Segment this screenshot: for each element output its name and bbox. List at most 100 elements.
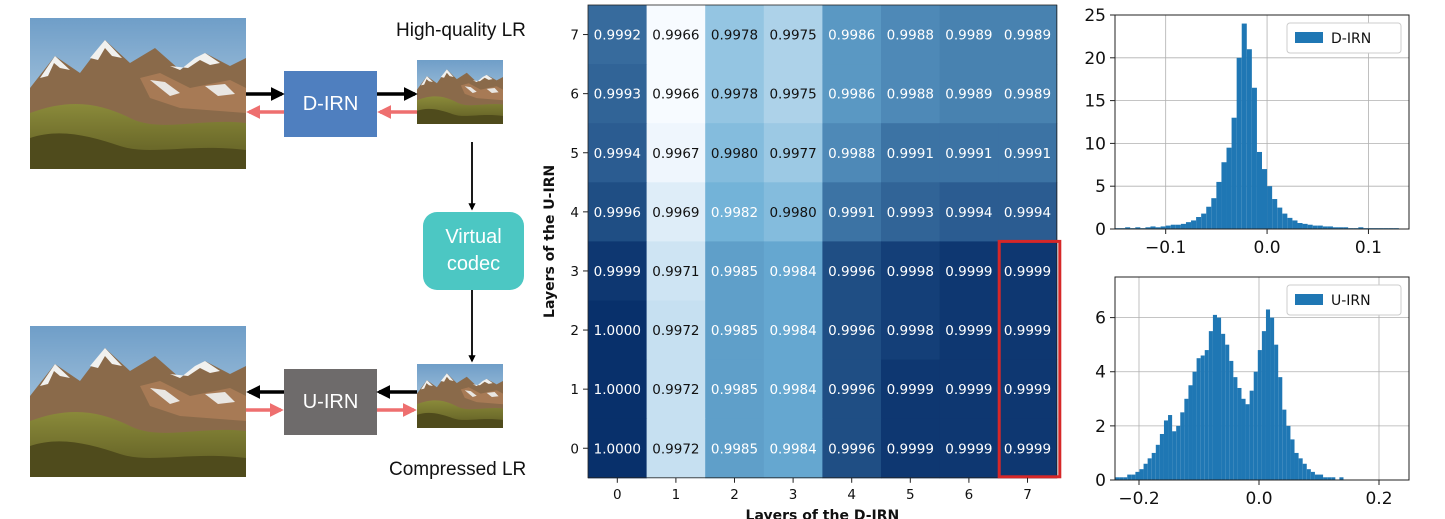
u-irn-hist-bar — [1237, 387, 1242, 480]
heatmap-cell — [588, 418, 648, 479]
heatmap-cell — [939, 418, 999, 479]
u-irn-hist-bar — [1135, 471, 1140, 480]
heatmap-cell — [822, 182, 882, 242]
heatmap-cell — [939, 359, 999, 420]
d-irn-hist-bar — [1236, 57, 1242, 229]
u-irn-hist-legend — [1286, 284, 1402, 316]
heatmap-cell — [763, 300, 823, 361]
heatmap-value: 0.9980 — [769, 205, 816, 221]
heatmap-cell — [822, 241, 882, 301]
heatmap-value: 0.9996 — [594, 205, 641, 221]
heatmap-cell — [705, 359, 765, 420]
high-quality-lr-caption: High-quality LR — [396, 20, 526, 41]
hr-output-image-bottom — [30, 326, 246, 477]
heatmap-value: 0.9989 — [1004, 28, 1051, 44]
heatmap-cell — [998, 418, 1058, 479]
u-irn-hist-x-tick-label: 0.2 — [1365, 489, 1392, 509]
d-irn-hist-bar — [1155, 227, 1161, 229]
heatmap-cell — [705, 300, 765, 361]
u-irn-hist-y-tick-label: 2 — [1095, 417, 1106, 437]
u-irn-hist-y-tick-label: 6 — [1095, 309, 1106, 329]
d-irn-hist-bar — [1175, 224, 1181, 229]
heatmap-value: 0.9986 — [828, 87, 875, 103]
heatmap-cell — [881, 418, 941, 479]
d-irn-hist-bar — [1302, 223, 1308, 229]
u-irn-hist-bar — [1225, 344, 1230, 480]
u-irn-hist-bar — [1327, 477, 1332, 480]
heatmap-cell — [646, 300, 706, 361]
heatmap-value: 0.9999 — [594, 264, 641, 280]
heatmap-value: 0.9975 — [769, 87, 816, 103]
u-irn-hist-bar — [1176, 425, 1181, 480]
heatmap-cell — [646, 241, 706, 301]
x-tick-label: 6 — [965, 487, 974, 503]
u-irn-hist-bar — [1123, 477, 1128, 480]
heatmap-value: 0.9972 — [652, 382, 699, 398]
heatmap-value: 0.9996 — [828, 382, 875, 398]
u-irn-hist-bar — [1155, 444, 1160, 480]
heatmap-cell — [998, 241, 1058, 301]
heatmap-value: 0.9986 — [828, 28, 875, 44]
u-irn-hist-bar — [1290, 439, 1295, 480]
heatmap-value: 0.9966 — [652, 28, 699, 44]
y-tick-label: 2 — [570, 323, 579, 339]
heatmap-value: 0.9994 — [1004, 205, 1051, 221]
heatmap-value: 0.9984 — [769, 382, 816, 398]
heatmap-cell — [646, 418, 706, 479]
heatmap-value: 1.0000 — [594, 382, 641, 398]
u-irn-hist-bar — [1143, 463, 1148, 480]
u-irn-hist-bar — [1115, 477, 1120, 480]
d-irn-hist-frame — [1114, 14, 1410, 230]
virtual-codec-label-line2: codec — [446, 253, 501, 275]
heatmap-cell — [763, 64, 823, 124]
heatmap-value: 0.9988 — [828, 146, 875, 162]
d-irn-hist-bar — [1125, 227, 1131, 229]
heatmap-value: 0.9984 — [769, 323, 816, 339]
u-irn-hist-bar — [1119, 477, 1124, 480]
heatmap-value: 0.9989 — [945, 28, 992, 44]
d-irn-hist-bar — [1312, 225, 1318, 229]
d-irn-hist-bar — [1165, 225, 1171, 229]
d-irn-hist-bar — [1332, 227, 1339, 229]
heatmap-value: 0.9966 — [652, 87, 699, 103]
heatmap-cell — [588, 241, 648, 301]
heatmap-cell — [705, 418, 765, 479]
heatmap-value: 0.9994 — [945, 205, 992, 221]
y-tick-label: 4 — [570, 205, 579, 221]
u-irn-hist-bar — [1127, 474, 1132, 480]
u-irn-hist-bar — [1282, 409, 1287, 480]
d-irn-hist-bar — [1262, 169, 1268, 229]
highlight-box — [997, 239, 1062, 479]
heatmap-cell — [939, 123, 999, 183]
heatmap-cell — [588, 123, 648, 183]
d-irn-histogram: −0.1 0.0 0.1 0 5 10 15 20 25 D-IRN — [1084, 6, 1410, 258]
u-irn-histogram: −0.2 0.0 0.2 0 2 4 6 U-IRN — [1095, 276, 1410, 509]
d-irn-hist-bar — [1241, 23, 1247, 230]
heatmap-cell — [822, 123, 882, 183]
heatmap-y-axis-label: Layers of the U-IRN — [542, 165, 558, 318]
u-irn-hist-y-tick-label: 4 — [1095, 363, 1106, 383]
d-irn-hist-x-tick-label: 0.1 — [1355, 238, 1382, 258]
d-irn-hist-y-tick-label: 10 — [1084, 134, 1106, 154]
u-irn-hist-bar — [1265, 309, 1271, 480]
d-irn-hist-bar — [1292, 220, 1298, 229]
d-irn-hist-bar — [1327, 226, 1333, 229]
u-irn-hist-bar — [1302, 463, 1307, 480]
u-irn-hist-x-tick-label: 0.0 — [1245, 489, 1272, 509]
y-tick-label: 1 — [570, 382, 579, 398]
heatmap-cell — [705, 241, 765, 301]
u-irn-hist-bar — [1192, 371, 1197, 480]
heatmap-value: 0.9999 — [1004, 441, 1051, 457]
d-irn-hist-bar — [1150, 226, 1156, 229]
u-irn-hist-bar — [1274, 344, 1279, 480]
heatmap-value: 0.9989 — [1004, 87, 1051, 103]
u-irn-hist-bar — [1159, 433, 1164, 480]
compressed-lr-caption: Compressed LR — [389, 459, 527, 480]
heatmap-value: 0.9969 — [652, 205, 699, 221]
u-irn-hist-bar — [1314, 474, 1319, 480]
d-irn-hist-x-tick-label: −0.1 — [1145, 238, 1186, 258]
u-irn-hist-x-tick-label: −0.2 — [1118, 489, 1159, 509]
u-irn-hist-bar — [1200, 355, 1205, 480]
heatmap-cell — [998, 5, 1058, 65]
